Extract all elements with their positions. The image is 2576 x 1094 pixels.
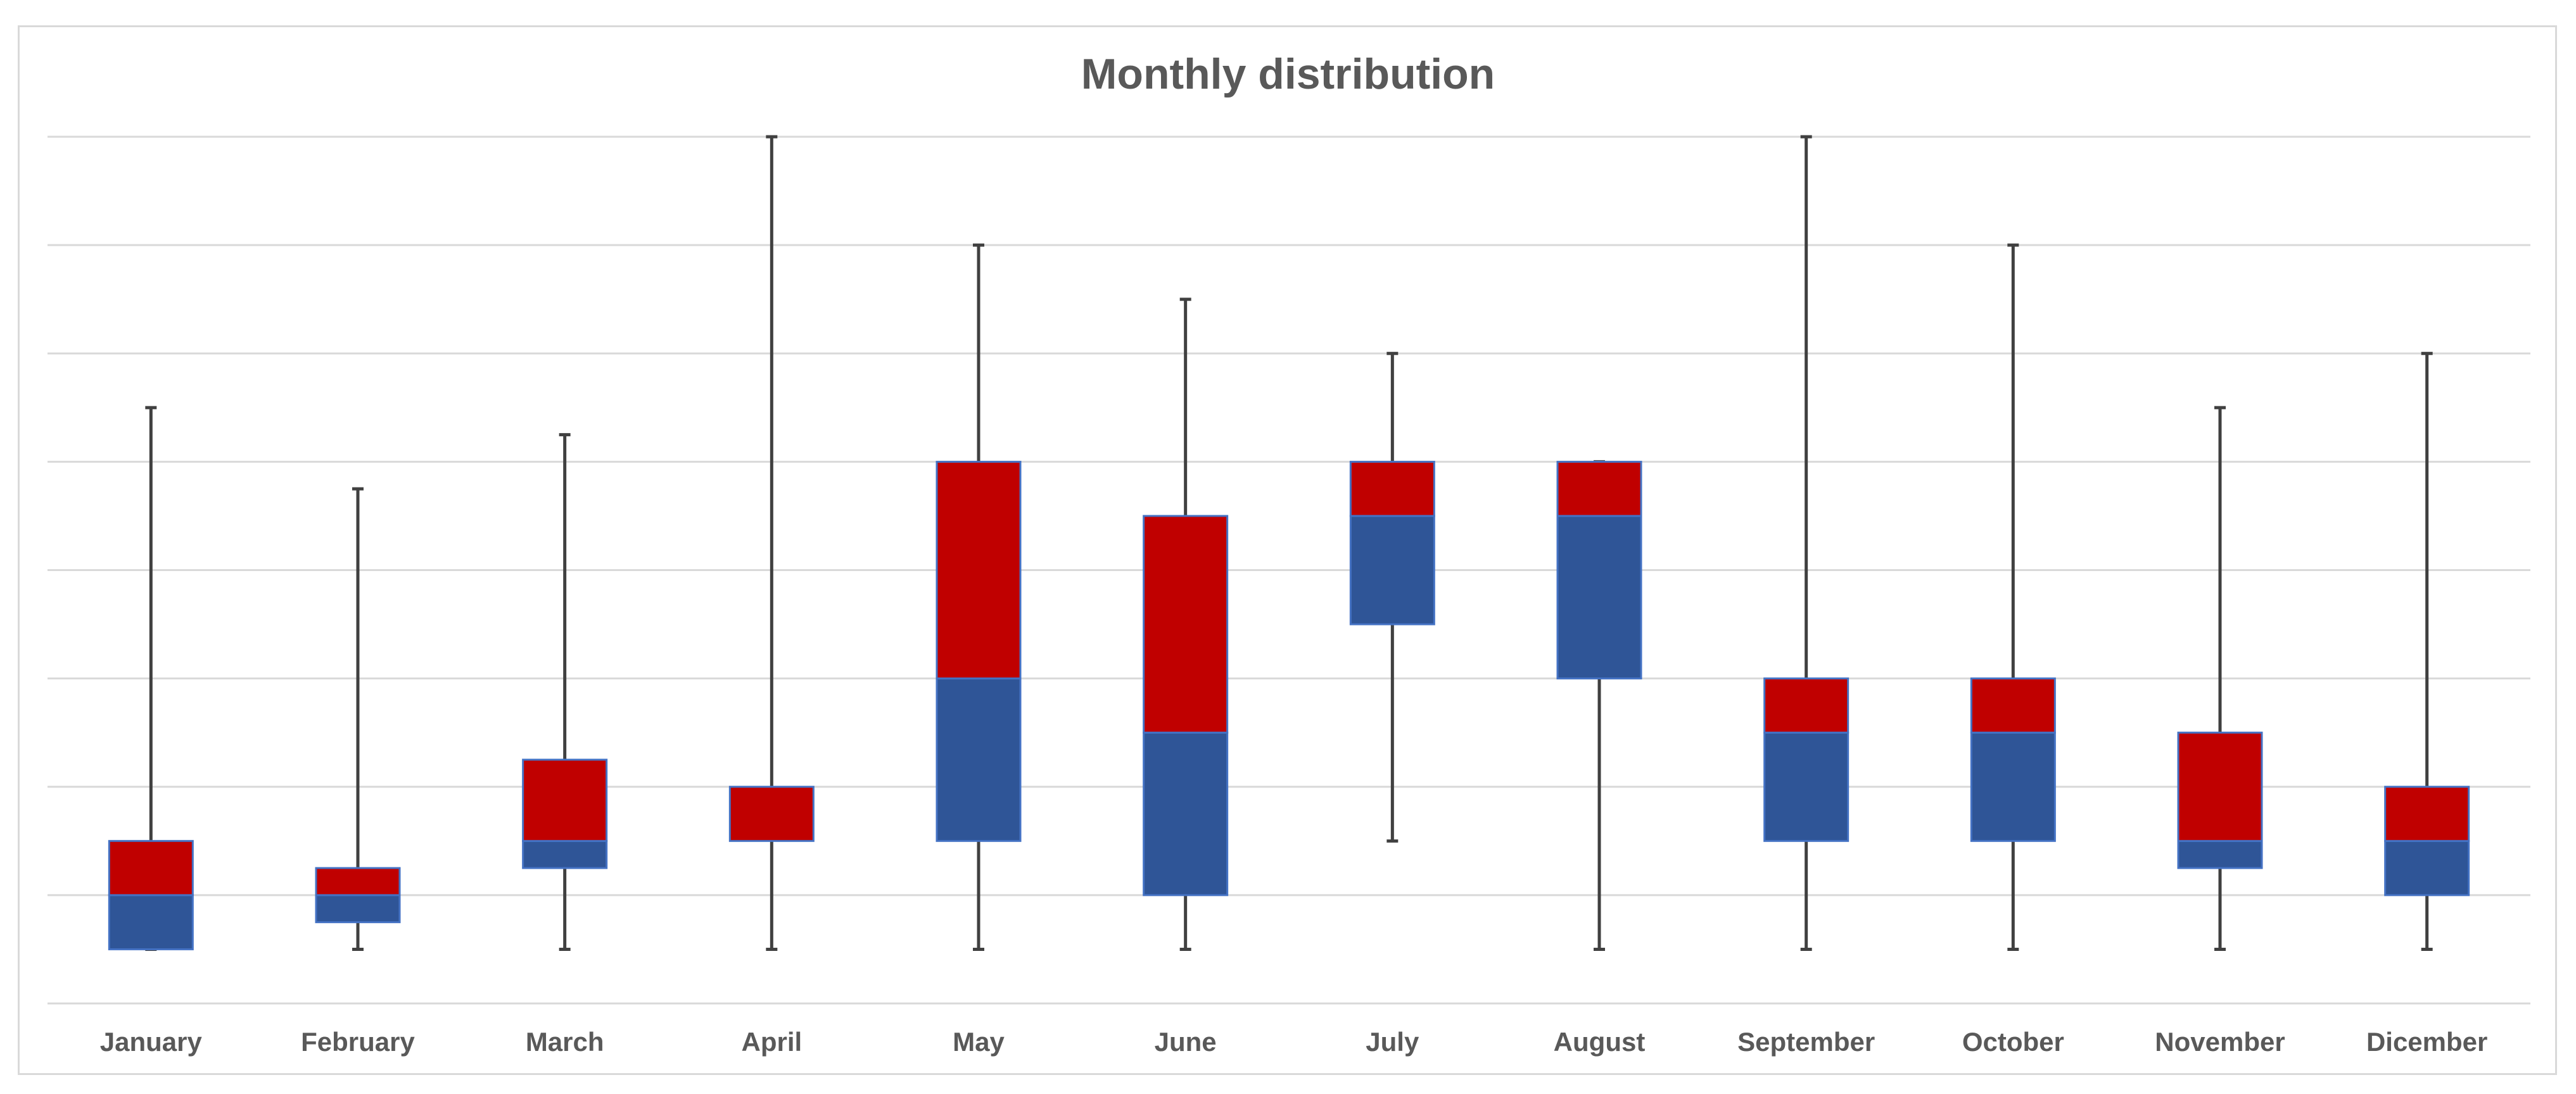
x-tick-label: June <box>1155 1027 1217 1057</box>
box-lower-segment <box>1349 515 1435 626</box>
box-lower-segment <box>936 677 1022 842</box>
x-tick-label: May <box>953 1027 1005 1057</box>
x-tick-label: November <box>2155 1027 2285 1057</box>
box-upper-segment <box>728 786 815 842</box>
x-tick-label: March <box>526 1027 604 1057</box>
box-upper-segment <box>108 839 194 896</box>
box-lower-segment <box>1970 731 2056 842</box>
box-upper-segment <box>1763 677 1850 734</box>
box-upper-segment <box>1970 677 2056 734</box>
box-upper-segment <box>2177 731 2263 842</box>
box-lower-segment <box>1143 731 1229 896</box>
box-lower-segment <box>2384 839 2470 896</box>
box-upper-segment <box>936 460 1022 680</box>
x-tick-label: January <box>100 1027 203 1057</box>
x-tick-label: July <box>1366 1027 1419 1057</box>
x-tick-label: February <box>301 1027 415 1057</box>
chart-frame <box>18 25 2557 1075</box>
box-lower-segment <box>522 839 608 869</box>
box-lower-segment <box>1763 731 1850 842</box>
box-lower-segment <box>108 894 194 950</box>
box-lower-segment <box>1556 515 1642 680</box>
box-upper-segment <box>1143 515 1229 734</box>
box-upper-segment <box>522 758 608 842</box>
x-tick-label: September <box>1737 1027 1875 1057</box>
box-upper-segment <box>1349 460 1435 517</box>
x-tick-label: Dicember <box>2366 1027 2487 1057</box>
box-lower-segment <box>2177 839 2263 869</box>
box-lower-segment <box>315 894 401 924</box>
chart-title: Monthly distribution <box>1081 50 1495 98</box>
x-tick-label: April <box>741 1027 802 1057</box>
box-upper-segment <box>2384 786 2470 842</box>
box-upper-segment <box>1556 460 1642 517</box>
x-tick-label: August <box>1554 1027 1646 1057</box>
x-tick-label: October <box>1962 1027 2064 1057</box>
box-upper-segment <box>315 867 401 896</box>
